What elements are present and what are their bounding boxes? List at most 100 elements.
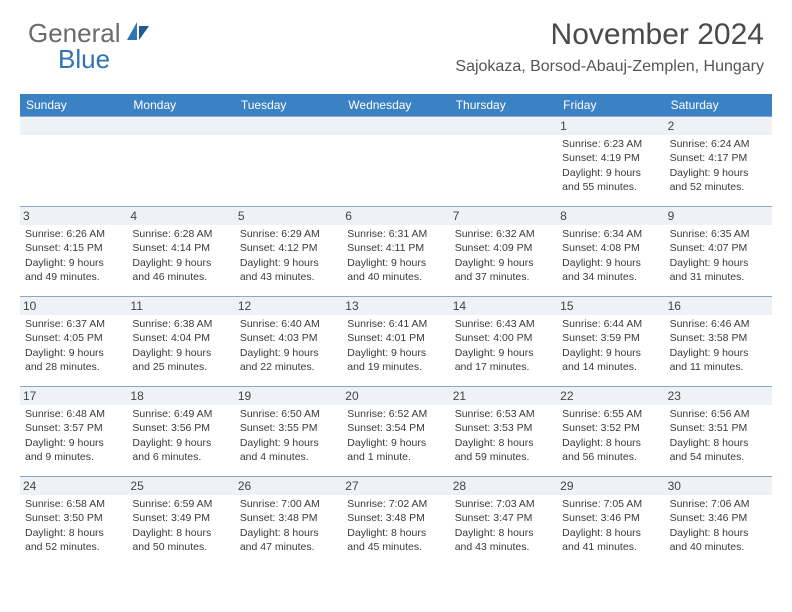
daylight-text: Daylight: 8 hours and 43 minutes.	[455, 526, 552, 554]
sunset-text: Sunset: 3:46 PM	[562, 511, 659, 525]
sunrise-text: Sunrise: 6:26 AM	[25, 227, 122, 241]
sunrise-text: Sunrise: 6:49 AM	[132, 407, 229, 421]
sunset-text: Sunset: 3:48 PM	[240, 511, 337, 525]
weekday-header: Thursday	[450, 94, 557, 116]
daylight-text: Daylight: 9 hours and 25 minutes.	[132, 346, 229, 374]
day-number: 10	[20, 297, 127, 315]
day-number: 29	[557, 477, 664, 495]
daylight-text: Daylight: 9 hours and 34 minutes.	[562, 256, 659, 284]
sunrise-text: Sunrise: 6:59 AM	[132, 497, 229, 511]
sunrise-text: Sunrise: 6:35 AM	[670, 227, 767, 241]
sunset-text: Sunset: 4:15 PM	[25, 241, 122, 255]
day-number: 19	[235, 387, 342, 405]
title-block: November 2024 Sajokaza, Borsod-Abauj-Zem…	[455, 18, 764, 76]
daylight-text: Daylight: 9 hours and 1 minute.	[347, 436, 444, 464]
sunset-text: Sunset: 3:55 PM	[240, 421, 337, 435]
weekday-header-row: Sunday Monday Tuesday Wednesday Thursday…	[20, 94, 772, 116]
day-number: 16	[665, 297, 772, 315]
day-number: 28	[450, 477, 557, 495]
daylight-text: Daylight: 9 hours and 22 minutes.	[240, 346, 337, 374]
day-number: 8	[557, 207, 664, 225]
day-number	[235, 117, 342, 135]
daylight-text: Daylight: 9 hours and 37 minutes.	[455, 256, 552, 284]
calendar-cell: 14Sunrise: 6:43 AMSunset: 4:00 PMDayligh…	[450, 296, 557, 386]
sunrise-text: Sunrise: 6:56 AM	[670, 407, 767, 421]
calendar-cell: 20Sunrise: 6:52 AMSunset: 3:54 PMDayligh…	[342, 386, 449, 476]
day-number: 30	[665, 477, 772, 495]
daylight-text: Daylight: 8 hours and 54 minutes.	[670, 436, 767, 464]
day-number: 21	[450, 387, 557, 405]
sail-icon	[125, 20, 151, 47]
daylight-text: Daylight: 9 hours and 52 minutes.	[670, 166, 767, 194]
calendar-cell: 13Sunrise: 6:41 AMSunset: 4:01 PMDayligh…	[342, 296, 449, 386]
sunset-text: Sunset: 4:11 PM	[347, 241, 444, 255]
sunset-text: Sunset: 3:52 PM	[562, 421, 659, 435]
day-number: 13	[342, 297, 449, 315]
sunset-text: Sunset: 4:14 PM	[132, 241, 229, 255]
calendar-cell: 29Sunrise: 7:05 AMSunset: 3:46 PMDayligh…	[557, 476, 664, 566]
day-number	[450, 117, 557, 135]
day-number: 9	[665, 207, 772, 225]
day-number: 3	[20, 207, 127, 225]
sunrise-text: Sunrise: 6:53 AM	[455, 407, 552, 421]
weekday-header: Saturday	[665, 94, 772, 116]
daylight-text: Daylight: 9 hours and 28 minutes.	[25, 346, 122, 374]
calendar-cell	[235, 116, 342, 206]
sunset-text: Sunset: 4:09 PM	[455, 241, 552, 255]
calendar-cell: 26Sunrise: 7:00 AMSunset: 3:48 PMDayligh…	[235, 476, 342, 566]
daylight-text: Daylight: 9 hours and 43 minutes.	[240, 256, 337, 284]
logo-text-blue: Blue	[58, 44, 110, 74]
sunset-text: Sunset: 3:46 PM	[670, 511, 767, 525]
day-number: 22	[557, 387, 664, 405]
daylight-text: Daylight: 8 hours and 52 minutes.	[25, 526, 122, 554]
calendar-cell: 7Sunrise: 6:32 AMSunset: 4:09 PMDaylight…	[450, 206, 557, 296]
daylight-text: Daylight: 8 hours and 50 minutes.	[132, 526, 229, 554]
sunset-text: Sunset: 3:54 PM	[347, 421, 444, 435]
sunset-text: Sunset: 4:19 PM	[562, 151, 659, 165]
sunrise-text: Sunrise: 6:31 AM	[347, 227, 444, 241]
day-number: 5	[235, 207, 342, 225]
calendar-cell: 10 Sunrise: 6:37 AMSunset: 4:05 PMDayligh…	[20, 296, 127, 386]
calendar-cell: 8Sunrise: 6:34 AMSunset: 4:08 PMDaylight…	[557, 206, 664, 296]
day-number: 12	[235, 297, 342, 315]
daylight-text: Daylight: 8 hours and 59 minutes.	[455, 436, 552, 464]
sunrise-text: Sunrise: 7:03 AM	[455, 497, 552, 511]
daylight-text: Daylight: 8 hours and 47 minutes.	[240, 526, 337, 554]
sunrise-text: Sunrise: 6:55 AM	[562, 407, 659, 421]
daylight-text: Daylight: 9 hours and 4 minutes.	[240, 436, 337, 464]
weekday-header: Friday	[557, 94, 664, 116]
calendar-cell: 5Sunrise: 6:29 AMSunset: 4:12 PMDaylight…	[235, 206, 342, 296]
sunrise-text: Sunrise: 6:23 AM	[562, 137, 659, 151]
sunset-text: Sunset: 3:50 PM	[25, 511, 122, 525]
day-number: 18	[127, 387, 234, 405]
sunset-text: Sunset: 3:57 PM	[25, 421, 122, 435]
day-number	[20, 117, 127, 135]
sunrise-text: Sunrise: 7:02 AM	[347, 497, 444, 511]
sunrise-text: Sunrise: 6:44 AM	[562, 317, 659, 331]
calendar-cell: 1Sunrise: 6:23 AMSunset: 4:19 PMDaylight…	[557, 116, 664, 206]
sunrise-text: Sunrise: 6:43 AM	[455, 317, 552, 331]
sunrise-text: Sunrise: 6:52 AM	[347, 407, 444, 421]
sunrise-text: Sunrise: 6:40 AM	[240, 317, 337, 331]
sunset-text: Sunset: 4:05 PM	[25, 331, 122, 345]
day-number: 15	[557, 297, 664, 315]
calendar-cell: 19Sunrise: 6:50 AMSunset: 3:55 PMDayligh…	[235, 386, 342, 476]
sunset-text: Sunset: 4:17 PM	[670, 151, 767, 165]
day-number: 17	[20, 387, 127, 405]
sunrise-text: Sunrise: 6:28 AM	[132, 227, 229, 241]
day-number: 23	[665, 387, 772, 405]
sunset-text: Sunset: 4:08 PM	[562, 241, 659, 255]
daylight-text: Daylight: 9 hours and 40 minutes.	[347, 256, 444, 284]
daylight-text: Daylight: 9 hours and 31 minutes.	[670, 256, 767, 284]
day-number: 2	[665, 117, 772, 135]
sunset-text: Sunset: 3:56 PM	[132, 421, 229, 435]
day-number	[342, 117, 449, 135]
calendar-cell: 2Sunrise: 6:24 AMSunset: 4:17 PMDaylight…	[665, 116, 772, 206]
sunrise-text: Sunrise: 6:58 AM	[25, 497, 122, 511]
sunset-text: Sunset: 4:12 PM	[240, 241, 337, 255]
logo: General Blue	[28, 18, 151, 49]
sunrise-text: Sunrise: 6:37 AM	[25, 317, 122, 331]
calendar-cell: 25Sunrise: 6:59 AMSunset: 3:49 PMDayligh…	[127, 476, 234, 566]
daylight-text: Daylight: 9 hours and 55 minutes.	[562, 166, 659, 194]
day-number: 11	[127, 297, 234, 315]
